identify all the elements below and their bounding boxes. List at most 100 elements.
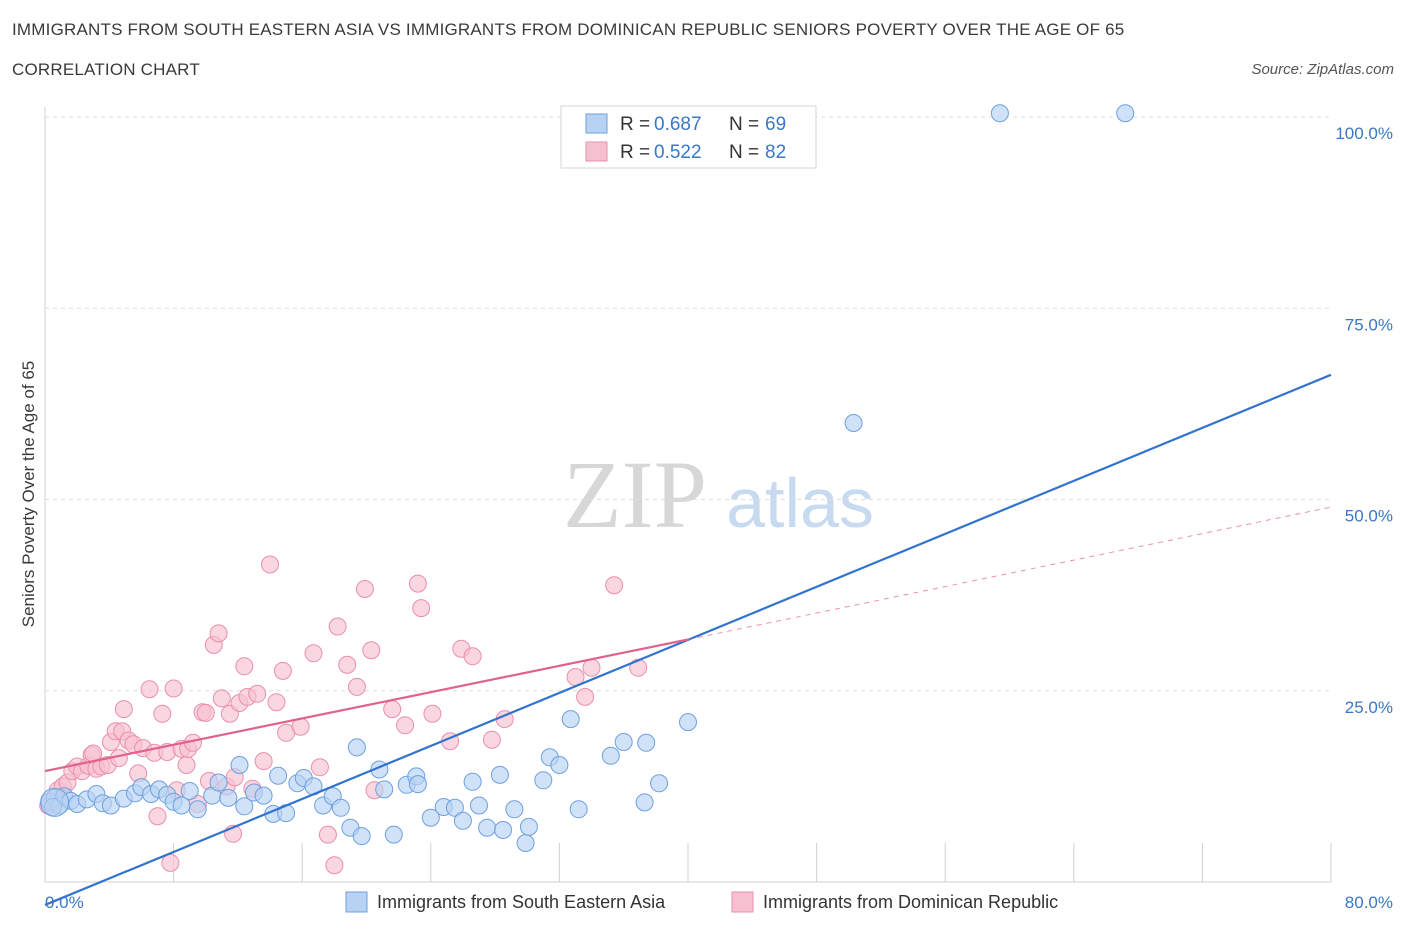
bottom-legend-pink-swatch — [731, 891, 754, 913]
blue-point — [352, 827, 371, 846]
pink-point — [140, 680, 159, 699]
pink-point — [412, 599, 431, 618]
pink-point — [576, 687, 595, 706]
blue-point — [453, 811, 472, 830]
blue-point — [569, 800, 588, 819]
bottom-legend-blue-label: Immigrants from South Eastern Asia — [377, 892, 666, 912]
pink-point — [153, 704, 172, 723]
blue-point — [219, 788, 238, 807]
pink-point — [310, 758, 329, 777]
pink-point — [347, 677, 366, 696]
blue-point — [188, 800, 207, 819]
pink-point — [209, 624, 228, 643]
blue-point — [679, 713, 697, 732]
blue-point — [494, 821, 513, 839]
blue-point — [534, 771, 553, 790]
blue-point — [990, 104, 1009, 123]
pink-point — [318, 825, 337, 844]
y-tick-label: 75.0% — [1345, 315, 1393, 334]
blue-point — [478, 818, 497, 837]
blue-point — [614, 733, 633, 751]
blue-point — [635, 793, 654, 812]
top-legend-pink-r-value: 0.522 — [654, 142, 702, 163]
blue-point — [490, 765, 509, 784]
x-tick-label-max: 80.0% — [1345, 893, 1393, 912]
source-label: Source: ZipAtlas.com — [1251, 61, 1394, 78]
x-tick-label-min: 0.0% — [45, 893, 84, 912]
blue-point — [650, 774, 669, 793]
blue-point — [445, 798, 464, 817]
pink-point — [177, 756, 196, 774]
blue-point — [254, 786, 273, 805]
top-legend-blue-n-value: 69 — [765, 114, 786, 135]
top-legend-pink-swatch — [585, 141, 608, 162]
pink-point — [304, 644, 323, 663]
bottom-legend-pink-label: Immigrants from Dominican Republic — [763, 892, 1058, 912]
pink-point — [254, 752, 273, 771]
blue-point — [421, 808, 440, 827]
blue-point — [375, 780, 394, 799]
blue-point — [384, 825, 403, 844]
blue-point — [209, 773, 228, 792]
y-tick-label: 25.0% — [1345, 698, 1393, 717]
blue-point — [230, 756, 249, 774]
watermark-zip: ZIP — [563, 441, 707, 548]
pink-point — [423, 704, 442, 723]
pink-trendline — [44, 638, 689, 773]
y-tick-labels: 25.0% 50.0% 75.0% 100.0% — [1335, 124, 1393, 717]
top-legend-pink-n-value: 82 — [765, 142, 786, 163]
blue-point — [180, 782, 199, 800]
blue-point — [519, 817, 538, 836]
watermark-atlas: atlas — [726, 464, 874, 542]
pink-point — [408, 574, 427, 593]
pink-point — [267, 693, 286, 712]
blue-series-points — [40, 104, 1135, 852]
pink-point — [482, 730, 501, 749]
chart-title: IMMIGRANTS FROM SOUTH EASTERN ASIA VS IM… — [12, 20, 1125, 39]
x-ticks — [173, 843, 1332, 882]
pink-point — [196, 703, 215, 722]
blue-point-cluster — [40, 787, 70, 817]
y-tick-label: 50.0% — [1345, 507, 1393, 526]
blue-point — [269, 766, 288, 785]
pink-point — [235, 657, 254, 676]
bottom-legend-blue-swatch — [345, 891, 368, 913]
pink-point — [355, 580, 374, 598]
pink-point — [605, 576, 624, 595]
blue-point — [470, 796, 488, 815]
chart-subtitle: CORRELATION CHART — [12, 60, 200, 79]
pink-point — [164, 679, 183, 698]
blue-point — [561, 710, 580, 729]
y-axis-title: Seniors Poverty Over the Age of 65 — [19, 361, 38, 627]
pink-point — [338, 655, 357, 674]
top-legend-blue-swatch — [585, 113, 608, 134]
pink-point — [212, 689, 231, 708]
blue-point — [463, 772, 482, 791]
blue-point — [601, 746, 620, 765]
pink-point — [161, 853, 180, 872]
top-legend-blue-n-label: N = — [729, 114, 759, 135]
blue-point — [505, 800, 524, 819]
pink-point — [396, 716, 415, 735]
blue-point — [331, 798, 350, 817]
blue-point — [516, 834, 535, 852]
top-legend-pink-n-label: N = — [729, 142, 759, 163]
pink-point — [328, 617, 347, 636]
pink-point — [114, 700, 133, 719]
blue-point — [637, 733, 656, 752]
pink-point — [248, 684, 267, 703]
bottom-legend: Immigrants from South Eastern Asia Immig… — [345, 891, 1058, 913]
pink-point — [273, 661, 292, 680]
blue-point — [844, 414, 863, 432]
top-legend-pink-r-label: R = — [620, 142, 650, 163]
trendlines — [44, 373, 1332, 906]
blue-point — [550, 756, 569, 774]
grid-lines — [45, 116, 1331, 692]
pink-point — [261, 555, 279, 574]
top-legend-blue-r-label: R = — [620, 114, 650, 135]
blue-point — [1116, 104, 1135, 123]
pink-point — [383, 700, 402, 719]
blue-point — [408, 775, 427, 794]
pink-point — [582, 658, 601, 677]
